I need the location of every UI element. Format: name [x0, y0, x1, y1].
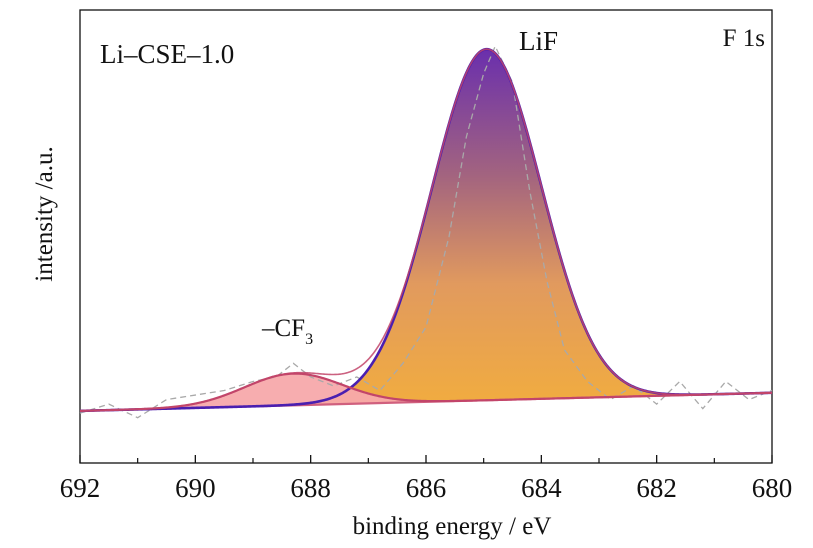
measured-data-line	[79, 44, 773, 419]
peak-label-lif: LiF	[519, 26, 558, 56]
x-tick-label: 680	[752, 473, 793, 503]
fit-envelope-line	[79, 48, 773, 412]
peak-label-cf3-subscript: 3	[305, 331, 313, 348]
y-axis-label: intensity /a.u.	[31, 146, 58, 281]
x-tick-label: 692	[60, 473, 101, 503]
sample-label: Li–CSE–1.0	[100, 39, 234, 69]
peak-fill-cf3	[80, 373, 772, 411]
region-label: F 1s	[723, 25, 765, 52]
x-axis-label: binding energy / eV	[353, 513, 552, 540]
x-tick-label: 690	[175, 473, 216, 503]
x-tick-label: 688	[290, 473, 331, 503]
x-tick-label: 686	[406, 473, 447, 503]
peak-fill-lif	[80, 49, 772, 411]
x-tick-label: 684	[521, 473, 562, 503]
x-tick-label: 682	[636, 473, 677, 503]
peak-label-cf3: –CF3	[261, 315, 313, 348]
